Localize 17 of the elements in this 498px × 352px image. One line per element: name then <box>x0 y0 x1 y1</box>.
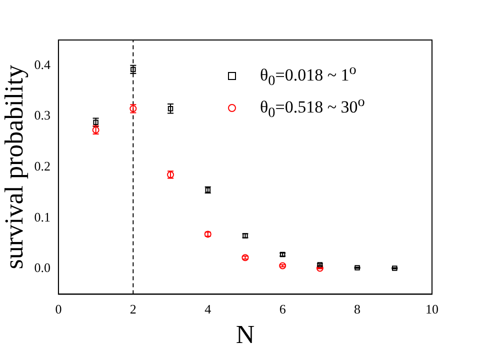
y-tick-label: 0.1 <box>34 209 50 224</box>
y-tick-label: 0.3 <box>34 108 50 123</box>
y-tick-label: 0.2 <box>34 158 50 174</box>
x-tick-label: 4 <box>204 301 212 316</box>
legend-label: θ$_{0}$=0.518 ~ 30$^{o}$ <box>260 94 365 122</box>
x-tick-label: 2 <box>130 301 136 316</box>
x-tick-label: 8 <box>354 301 361 316</box>
x-tick-label: 10 <box>426 301 438 316</box>
legend-label: θ$_{0}$=0.018 ~ 1$^{o}$ <box>260 62 356 90</box>
point <box>92 125 100 135</box>
y-tick-label: 0.0 <box>34 260 50 276</box>
y-axis-title: survival probability <box>0 64 28 270</box>
point <box>279 262 286 270</box>
x-tick-label: 6 <box>279 301 286 316</box>
y-tick-label: 0.4 <box>34 56 51 72</box>
x-tick-label: 0 <box>55 301 62 316</box>
x-axis-title: N <box>236 320 255 350</box>
